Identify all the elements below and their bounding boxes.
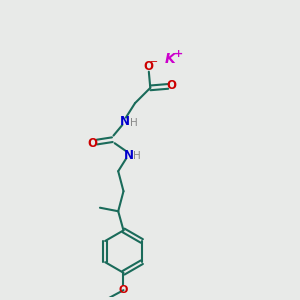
Text: O: O — [167, 79, 177, 92]
Text: N: N — [124, 148, 134, 161]
Text: O: O — [119, 285, 128, 295]
Text: −: − — [150, 57, 158, 67]
Text: +: + — [174, 49, 183, 59]
Text: H: H — [134, 152, 141, 161]
Text: O: O — [143, 60, 153, 73]
Text: K: K — [165, 52, 176, 66]
Text: O: O — [87, 137, 97, 150]
Text: N: N — [120, 115, 130, 128]
Text: H: H — [130, 118, 137, 128]
